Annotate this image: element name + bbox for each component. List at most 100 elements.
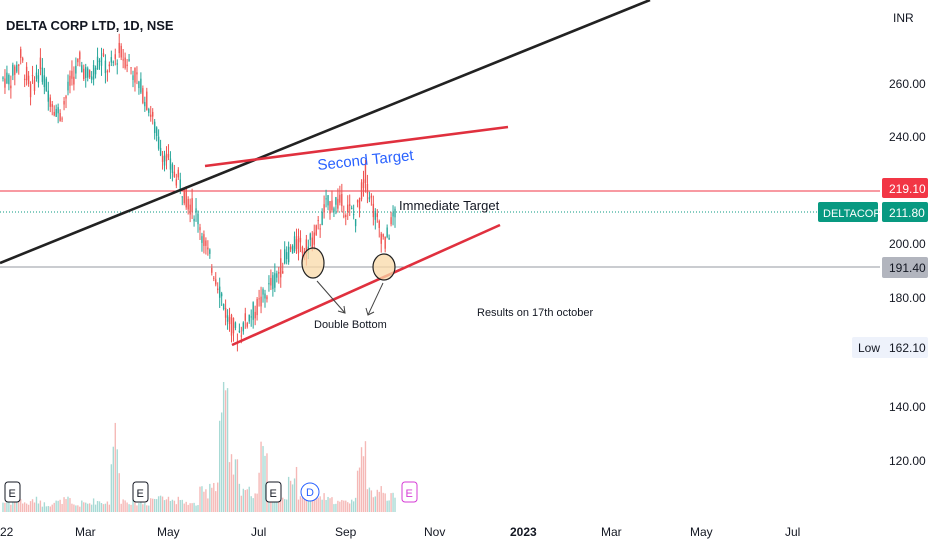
candle[interactable] <box>150 114 152 117</box>
candle[interactable] <box>376 213 378 218</box>
candle[interactable] <box>130 67 132 69</box>
candle[interactable] <box>228 317 231 325</box>
candle[interactable] <box>301 246 304 254</box>
candle[interactable] <box>260 296 262 307</box>
candle[interactable] <box>315 225 317 235</box>
candle[interactable] <box>368 197 371 200</box>
candle[interactable] <box>10 85 12 89</box>
candle[interactable] <box>201 236 203 243</box>
immediate-target-label[interactable]: Immediate Target <box>399 198 500 213</box>
candle[interactable] <box>380 233 382 244</box>
earnings-marker[interactable] <box>4 481 21 503</box>
candle[interactable] <box>341 194 343 207</box>
candle[interactable] <box>183 189 185 204</box>
candle[interactable] <box>146 91 148 110</box>
candle[interactable] <box>372 203 375 218</box>
candle[interactable] <box>360 182 363 200</box>
candle[interactable] <box>354 219 357 227</box>
candle[interactable] <box>104 60 107 74</box>
candle[interactable] <box>248 314 250 322</box>
candle[interactable] <box>23 78 26 80</box>
candle[interactable] <box>317 220 319 222</box>
candle[interactable] <box>232 317 235 334</box>
candle[interactable] <box>386 227 388 238</box>
candle[interactable] <box>14 66 16 75</box>
dividend-marker[interactable] <box>300 482 320 502</box>
candle[interactable] <box>122 59 124 61</box>
candle[interactable] <box>343 215 345 217</box>
candle[interactable] <box>73 76 75 85</box>
candle[interactable] <box>173 171 176 177</box>
lower-red-trendline[interactable] <box>231 223 501 347</box>
candle[interactable] <box>215 279 217 285</box>
candle[interactable] <box>323 204 325 213</box>
candle[interactable] <box>175 179 178 186</box>
candle[interactable] <box>254 311 256 319</box>
candle[interactable] <box>211 267 213 273</box>
candle[interactable] <box>394 208 396 218</box>
candle[interactable] <box>258 298 260 300</box>
candle[interactable] <box>128 59 130 61</box>
candle[interactable] <box>364 164 367 184</box>
candle[interactable] <box>218 286 221 298</box>
candle[interactable] <box>238 330 241 333</box>
candle[interactable] <box>63 101 65 105</box>
candle[interactable] <box>282 271 284 274</box>
candle[interactable] <box>142 88 144 103</box>
candle[interactable] <box>100 57 103 66</box>
double-bottom-circle-right[interactable] <box>372 253 396 281</box>
candle[interactable] <box>8 74 10 85</box>
candle[interactable] <box>299 237 302 243</box>
candle[interactable] <box>297 236 300 254</box>
candle[interactable] <box>256 299 258 316</box>
candle[interactable] <box>388 237 390 240</box>
candle[interactable] <box>179 179 181 190</box>
candle[interactable] <box>4 78 6 88</box>
candle[interactable] <box>108 64 111 67</box>
candle[interactable] <box>152 111 154 117</box>
candle[interactable] <box>59 113 61 121</box>
candle[interactable] <box>370 195 373 198</box>
candle[interactable] <box>226 315 229 322</box>
results-label[interactable]: Results on 17th october <box>477 307 594 319</box>
candle[interactable] <box>43 75 46 88</box>
candle[interactable] <box>358 198 361 209</box>
candle[interactable] <box>384 236 386 249</box>
candle[interactable] <box>378 220 380 228</box>
black-trendline[interactable] <box>0 0 651 265</box>
candle[interactable] <box>193 218 195 222</box>
candle[interactable] <box>289 246 292 250</box>
earnings-marker-future[interactable] <box>401 481 418 503</box>
candle[interactable] <box>335 197 337 205</box>
candle[interactable] <box>90 76 93 80</box>
candle[interactable] <box>49 97 51 107</box>
candle[interactable] <box>362 179 365 189</box>
earnings-marker[interactable] <box>265 481 282 503</box>
candle[interactable] <box>217 288 219 290</box>
candle[interactable] <box>169 158 172 170</box>
earnings-marker[interactable] <box>132 481 149 503</box>
candle[interactable] <box>55 109 57 117</box>
candle[interactable] <box>325 198 327 200</box>
candle[interactable] <box>195 208 197 213</box>
candle[interactable] <box>47 90 49 102</box>
candle[interactable] <box>319 228 321 230</box>
candle[interactable] <box>205 240 207 246</box>
candle[interactable] <box>321 211 323 226</box>
candle[interactable] <box>126 64 128 67</box>
candle[interactable] <box>77 58 79 63</box>
candle[interactable] <box>69 75 71 86</box>
candle[interactable] <box>331 200 333 211</box>
candle[interactable] <box>181 196 183 198</box>
candle[interactable] <box>16 64 18 72</box>
candle[interactable] <box>161 155 164 162</box>
candle[interactable] <box>293 236 296 251</box>
candle[interactable] <box>85 67 87 78</box>
candle[interactable] <box>268 282 270 285</box>
candle[interactable] <box>39 57 42 69</box>
candle[interactable] <box>112 61 114 63</box>
candle[interactable] <box>199 227 201 231</box>
candle[interactable] <box>262 289 264 295</box>
candle[interactable] <box>220 293 223 297</box>
candle[interactable] <box>374 211 377 220</box>
